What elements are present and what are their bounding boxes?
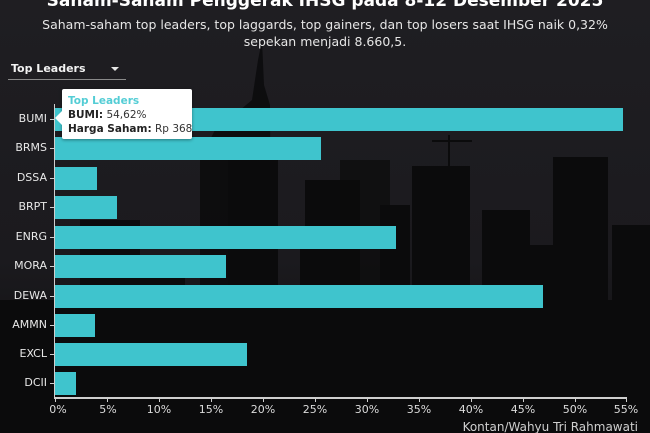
- y-tick: [50, 207, 55, 208]
- y-label-excl: EXCL: [19, 347, 48, 360]
- dropdown-selected-label: Top Leaders: [11, 62, 86, 75]
- bar-plot-area: [55, 104, 627, 397]
- x-tick: [315, 397, 316, 402]
- bar-ammn[interactable]: [55, 314, 95, 337]
- x-tick: [419, 397, 420, 402]
- y-tick: [50, 296, 55, 297]
- bar-enrg[interactable]: [55, 226, 396, 249]
- bar-dssa[interactable]: [55, 167, 97, 190]
- y-label-brpt: BRPT: [18, 200, 47, 213]
- y-label-dssa: DSSA: [16, 171, 47, 184]
- x-label: 15%: [198, 403, 224, 416]
- x-label: 55%: [613, 403, 639, 416]
- source-credit: Kontan/Wahyu Tri Rahmawati: [462, 420, 638, 433]
- y-label-ammn: AMMN: [12, 318, 47, 331]
- x-label: 50%: [562, 403, 588, 416]
- bar-brms[interactable]: [55, 137, 321, 160]
- bar-bumi[interactable]: [55, 108, 623, 131]
- bar-brpt[interactable]: [55, 196, 117, 219]
- x-label: 0%: [49, 403, 67, 416]
- tooltip-row-price: Harga Saham: Rp 368: [68, 122, 192, 136]
- y-label-bumi: BUMI: [18, 112, 47, 125]
- x-tick: [367, 397, 368, 402]
- x-tick: [107, 397, 108, 402]
- y-tick: [50, 148, 55, 149]
- bar-dcii[interactable]: [55, 372, 76, 395]
- tooltip-value: Rp 368: [155, 123, 193, 135]
- tooltip-label: BUMI:: [68, 109, 104, 121]
- x-label: 45%: [510, 403, 536, 416]
- x-tick: [211, 397, 212, 402]
- x-label: 10%: [146, 403, 172, 416]
- y-label-mora: MORA: [14, 259, 47, 272]
- bar-dewa[interactable]: [55, 285, 543, 308]
- x-label: 30%: [354, 403, 380, 416]
- chart-title: Saham-Saham Penggerak IHSG pada 8-12 Des…: [46, 0, 604, 11]
- y-label-brms: BRMS: [15, 141, 47, 154]
- x-tick: [523, 397, 524, 402]
- y-label-enrg: ENRG: [15, 230, 47, 243]
- tooltip-value: 54,62%: [106, 109, 147, 121]
- x-tick: [471, 397, 472, 402]
- tooltip-title: Top Leaders: [68, 95, 140, 107]
- y-tick: [50, 325, 55, 326]
- y-label-dcii: DCII: [24, 376, 47, 389]
- x-label: 5%: [99, 403, 117, 416]
- tooltip-row-value: BUMI: 54,62%: [68, 108, 186, 122]
- x-label: 40%: [458, 403, 484, 416]
- x-tick: [55, 397, 56, 402]
- x-tick: [626, 397, 627, 402]
- y-tick: [50, 178, 55, 179]
- y-label-dewa: DEWA: [13, 289, 47, 302]
- y-tick: [50, 119, 55, 120]
- x-label: 20%: [250, 403, 276, 416]
- x-label: 35%: [406, 403, 432, 416]
- category-dropdown[interactable]: Top Leaders: [8, 60, 126, 80]
- tooltip-label: Harga Saham:: [68, 123, 152, 135]
- y-tick: [50, 354, 55, 355]
- caret-down-icon: [111, 67, 119, 71]
- x-label: 25%: [302, 403, 328, 416]
- y-tick: [50, 266, 55, 267]
- bar-mora[interactable]: [55, 255, 226, 278]
- bar-tooltip: Top Leaders BUMI: 54,62% Harga Saham: Rp…: [55, 89, 192, 139]
- x-tick: [263, 397, 264, 402]
- x-axis-line: [54, 397, 627, 399]
- x-tick: [575, 397, 576, 402]
- y-tick: [50, 237, 55, 238]
- x-tick: [159, 397, 160, 402]
- y-tick: [50, 383, 55, 384]
- bar-excl[interactable]: [55, 343, 247, 366]
- chart-subtitle: Saham-saham top leaders, top laggards, t…: [42, 17, 608, 49]
- y-axis-line: [54, 104, 55, 397]
